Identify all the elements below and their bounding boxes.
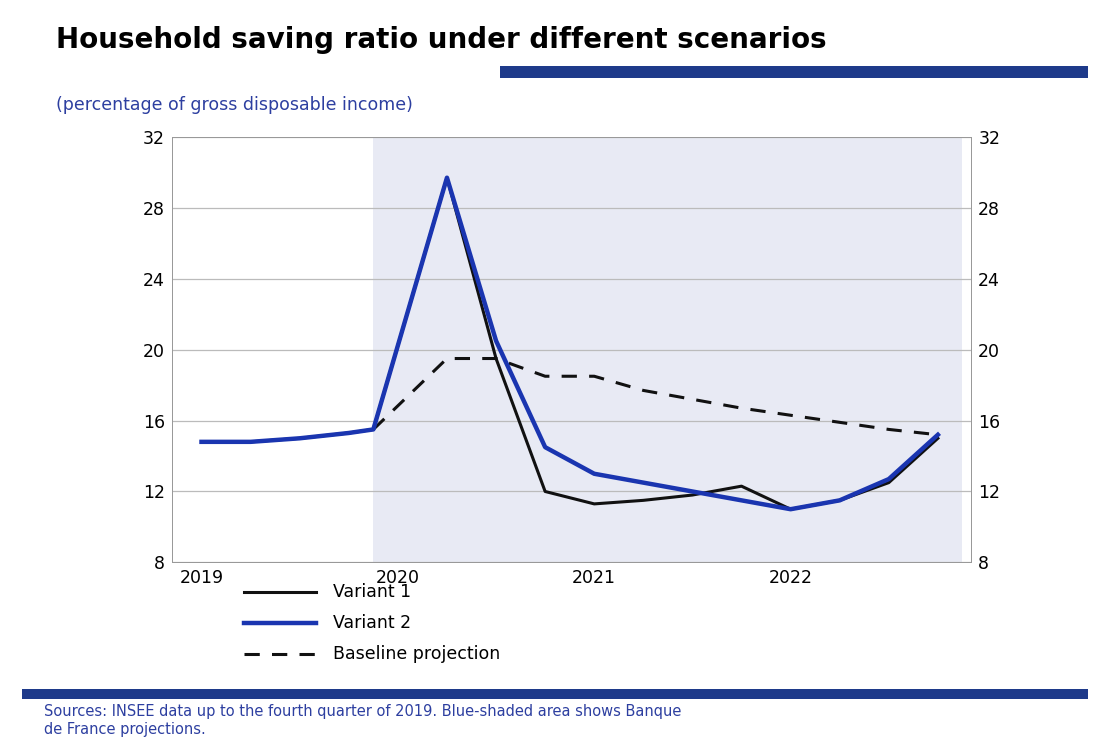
Text: (percentage of gross disposable income): (percentage of gross disposable income) xyxy=(56,96,413,114)
Text: Variant 2: Variant 2 xyxy=(333,614,411,632)
Text: Household saving ratio under different scenarios: Household saving ratio under different s… xyxy=(56,26,826,54)
Text: Variant 1: Variant 1 xyxy=(333,583,411,601)
Bar xyxy=(373,137,962,562)
Text: Sources: INSEE data up to the fourth quarter of 2019. Blue-shaded area shows Ban: Sources: INSEE data up to the fourth qua… xyxy=(44,704,682,737)
Text: Baseline projection: Baseline projection xyxy=(333,645,501,663)
